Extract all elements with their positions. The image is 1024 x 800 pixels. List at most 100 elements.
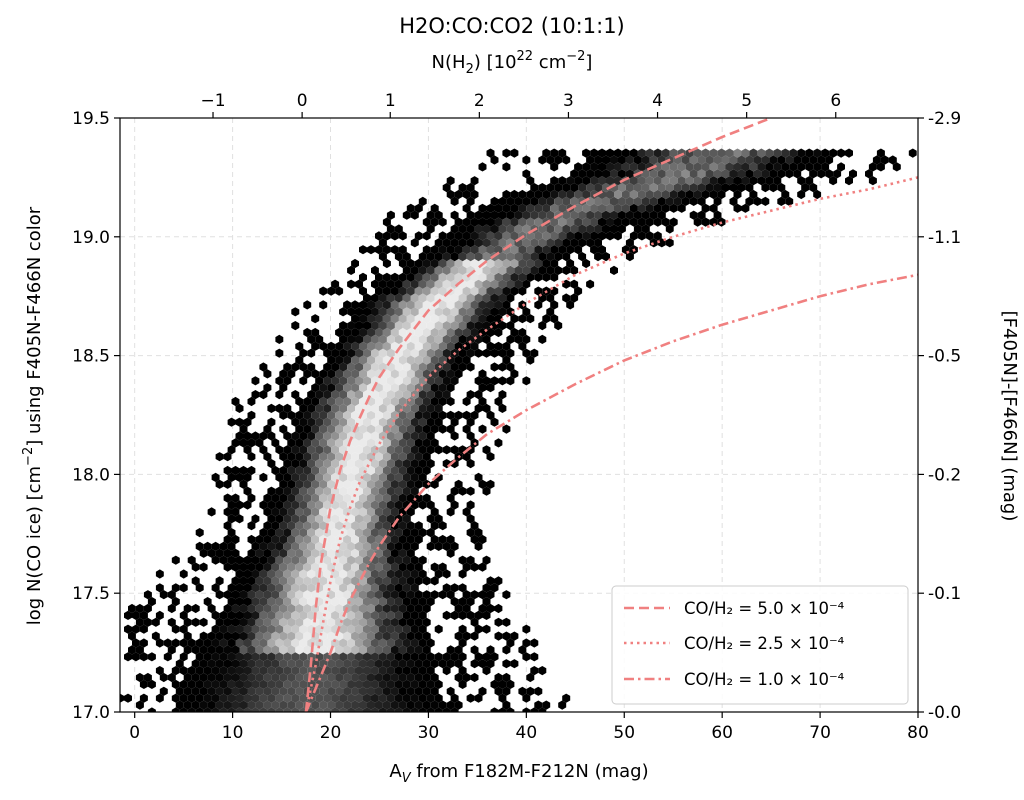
hex-cell-2280 bbox=[629, 189, 638, 200]
hex-cell-282 bbox=[410, 666, 419, 676]
hex-cell-1713 bbox=[430, 327, 439, 338]
hex-cell-2434 bbox=[773, 162, 782, 172]
hex-cell-1198 bbox=[327, 465, 336, 476]
hex-cell-1439 bbox=[418, 403, 427, 413]
hex-cell-247 bbox=[470, 672, 479, 683]
hex-cell-1093 bbox=[295, 493, 304, 503]
hex-cell-1730 bbox=[378, 321, 387, 331]
hex-cell-1652 bbox=[343, 341, 352, 351]
hex-cell-1849 bbox=[319, 286, 328, 296]
hex-cell-2096 bbox=[466, 224, 475, 234]
hex-cell-275 bbox=[355, 666, 363, 676]
hex-cell-2469 bbox=[729, 155, 738, 165]
hex-cell-681 bbox=[223, 590, 232, 600]
hex-cell-1567 bbox=[454, 369, 463, 379]
hex-cell-981 bbox=[418, 528, 427, 538]
hex-cell-1354 bbox=[375, 424, 383, 434]
hex-cell-789 bbox=[299, 569, 308, 579]
hex-cell-1238 bbox=[279, 452, 288, 462]
hex-cell-623 bbox=[303, 603, 312, 614]
hex-cell-1470 bbox=[251, 390, 260, 400]
hex-cell-1632 bbox=[410, 348, 419, 358]
hex-cell-139 bbox=[255, 686, 264, 696]
hex-cell-1377 bbox=[339, 417, 348, 427]
hex-cell-74 bbox=[414, 700, 423, 710]
hex-cell-2349 bbox=[653, 176, 662, 186]
hex-cell-124 bbox=[474, 693, 483, 703]
hex-cell-1480 bbox=[355, 390, 363, 400]
hex-cell-1459 bbox=[390, 396, 399, 407]
hex-cell-1556 bbox=[367, 369, 375, 379]
hex-cell-741 bbox=[394, 583, 403, 593]
hex-cell-1529 bbox=[378, 376, 387, 386]
hex-cell-2150 bbox=[669, 217, 678, 227]
hex-cell-19 bbox=[315, 707, 324, 712]
hex-cell-678 bbox=[159, 590, 168, 600]
hex-cell-405 bbox=[398, 645, 407, 655]
hex-cell-1739 bbox=[450, 321, 459, 331]
hex-cell-1201 bbox=[351, 465, 359, 476]
hex-cell-1930 bbox=[418, 265, 427, 275]
hex-cell-1752 bbox=[367, 314, 375, 324]
hex-cell-2494 bbox=[606, 148, 614, 158]
hex-cell-843 bbox=[219, 555, 228, 565]
hex-cell-656 bbox=[299, 597, 308, 607]
hex-cell-1817 bbox=[470, 300, 479, 310]
hex-cell-249 bbox=[502, 672, 511, 683]
hex-cell-1903 bbox=[375, 272, 383, 282]
hex-cell-1749 bbox=[311, 314, 320, 324]
hex-cell-1777 bbox=[355, 307, 363, 317]
hex-cell-587 bbox=[323, 610, 332, 620]
hex-cell-63 bbox=[327, 700, 336, 710]
hex-cell-1585 bbox=[402, 362, 411, 372]
hex-cell-306 bbox=[311, 659, 320, 669]
hex-cell-1304 bbox=[367, 438, 375, 448]
hex-cell-400 bbox=[359, 645, 367, 655]
x-tick-label-5: 50 bbox=[613, 723, 635, 743]
hex-cell-1740 bbox=[458, 321, 467, 331]
hex-cell-2396 bbox=[769, 169, 778, 179]
hex-cell-2244 bbox=[633, 196, 642, 206]
hex-cell-368 bbox=[450, 652, 459, 662]
hex-cell-2464 bbox=[689, 155, 698, 165]
hex-cell-1245 bbox=[335, 452, 344, 462]
hex-cell-1378 bbox=[347, 417, 355, 427]
hex-cell-1091 bbox=[279, 493, 288, 503]
hex-cell-627 bbox=[335, 603, 344, 614]
hex-cell-1443 bbox=[482, 403, 491, 413]
hex-cell-836 bbox=[438, 562, 447, 572]
hex-cell-1726 bbox=[347, 321, 355, 331]
hex-cell-1142 bbox=[311, 479, 320, 489]
hex-cell-2103 bbox=[522, 224, 531, 234]
hex-cell-1373 bbox=[307, 417, 316, 427]
hex-cell-1190 bbox=[247, 465, 256, 476]
hex-cell-715 bbox=[155, 583, 164, 593]
hex-cell-147 bbox=[319, 686, 328, 696]
hex-cell-1320 bbox=[283, 431, 292, 441]
hex-cell-729 bbox=[299, 583, 308, 593]
hex-cell-97 bbox=[243, 693, 252, 703]
hex-cell-2210 bbox=[614, 203, 622, 213]
hex-cell-1465 bbox=[438, 396, 447, 407]
hex-cell-1803 bbox=[359, 300, 367, 310]
hex-cell-1897 bbox=[514, 279, 523, 289]
hex-cell-1915 bbox=[470, 272, 479, 282]
hex-cell-1316 bbox=[243, 431, 252, 441]
hex-cell-113 bbox=[371, 693, 379, 703]
hex-cell-1676 bbox=[339, 334, 348, 344]
hex-cell-80 bbox=[502, 700, 511, 710]
hex-cell-135 bbox=[223, 686, 232, 696]
top-tick-label-6: 5 bbox=[741, 91, 752, 111]
hex-cell-1490 bbox=[434, 390, 443, 400]
hex-cell-1433 bbox=[371, 403, 379, 413]
hex-cell-355 bbox=[347, 652, 355, 662]
hex-cell-2170 bbox=[538, 210, 547, 220]
hex-cell-1621 bbox=[323, 348, 332, 358]
hex-cell-2512 bbox=[749, 148, 758, 158]
hex-cell-2369 bbox=[868, 176, 877, 186]
hex-cell-366 bbox=[434, 652, 443, 662]
hex-cell-2041 bbox=[498, 238, 507, 248]
hex-cell-1367 bbox=[227, 417, 236, 427]
hex-cell-923 bbox=[402, 541, 411, 551]
hex-cell-562 bbox=[406, 617, 415, 627]
